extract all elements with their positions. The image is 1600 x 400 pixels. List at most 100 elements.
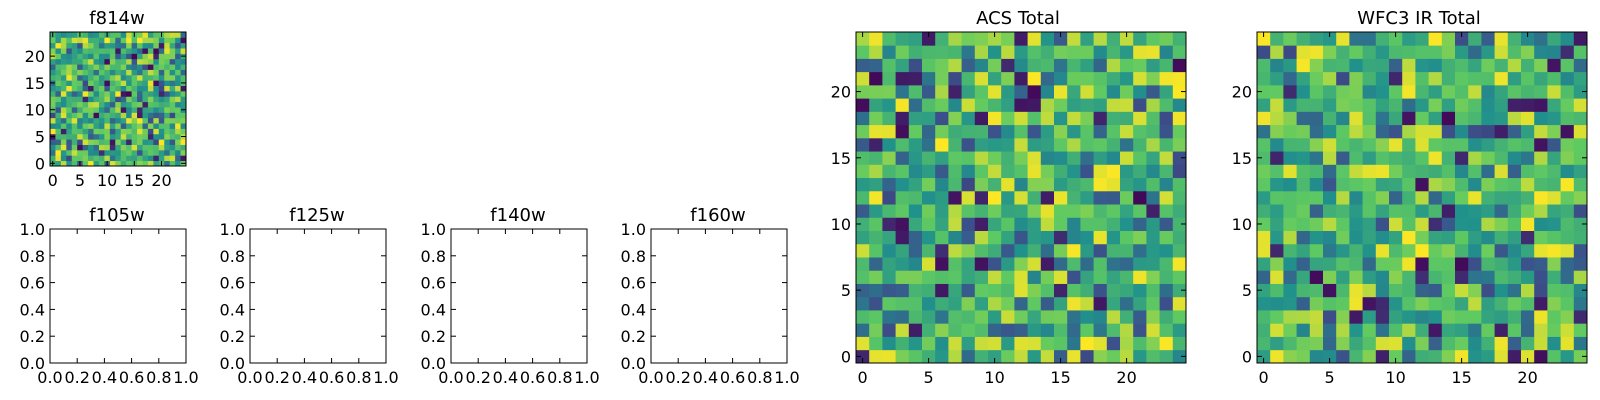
acs-total-cell (1159, 204, 1174, 218)
wfc3-ir-total-x-tick-label: 10 (1385, 368, 1405, 387)
wfc3-ir-total-cell (1336, 243, 1350, 258)
wfc3-ir-total-cell (1573, 32, 1588, 46)
wfc3-ir-total-cell (1534, 270, 1548, 284)
f125w-y-tick-label: 0.6 (220, 274, 245, 293)
f814w-cell (66, 144, 73, 151)
acs-total-cell (856, 257, 870, 271)
wfc3-ir-total-cell (1521, 204, 1535, 218)
acs-total-cell (922, 230, 936, 245)
wfc3-ir-total-cell (1428, 137, 1443, 152)
wfc3-ir-total-cell (1428, 58, 1443, 73)
wfc3-ir-total-cell (1547, 137, 1561, 152)
f814w-cell (169, 32, 176, 38)
f814w-cell (77, 90, 84, 97)
acs-total-cell (961, 243, 976, 258)
wfc3-ir-total-cell (1481, 349, 1495, 364)
f814w-cell (158, 133, 165, 140)
acs-total-cell (948, 204, 962, 218)
f814w-cell (50, 117, 56, 124)
wfc3-ir-total-cell (1402, 310, 1416, 324)
wfc3-ir-total-cell (1455, 349, 1469, 364)
acs-total-cell (1133, 204, 1147, 218)
f814w-cell (55, 117, 62, 124)
acs-total-cell (1014, 296, 1028, 311)
f814w-cell (71, 155, 78, 162)
f814w-cell (158, 80, 165, 86)
acs-total-cell (1054, 164, 1068, 179)
acs-total-cell (856, 164, 870, 179)
f814w-cell (126, 48, 132, 54)
f814w-cell (158, 112, 165, 119)
acs-total-cell (869, 84, 883, 99)
acs-total-cell (895, 71, 910, 86)
wfc3-ir-total-cell (1389, 257, 1403, 271)
acs-total-cell (1014, 190, 1028, 205)
acs-total-cell (1133, 71, 1147, 86)
acs-total-cell (1027, 217, 1042, 231)
acs-total-cell (1054, 45, 1068, 59)
f814w-cell (82, 144, 89, 151)
acs-total-cell (948, 296, 962, 311)
f814w-cell (104, 80, 111, 86)
acs-total-cell (1001, 190, 1015, 205)
acs-total-cell (1120, 32, 1134, 46)
f814w-y-tick-label: 10 (25, 101, 45, 120)
f814w-cell (147, 112, 154, 119)
acs-total-cell (1040, 270, 1055, 284)
wfc3-ir-total-cell (1283, 137, 1297, 152)
wfc3-ir-total-cell (1468, 204, 1482, 218)
wfc3-ir-total-y-tick-label: 10 (1232, 215, 1252, 234)
acs-total-cell (1133, 177, 1147, 192)
acs-total-cell (1159, 217, 1174, 231)
wfc3-ir-total-cell (1534, 310, 1548, 324)
f814w-cell (104, 139, 111, 145)
acs-total-cell (869, 98, 883, 112)
acs-total-cell (961, 45, 976, 59)
f814w-cell (164, 85, 171, 92)
f814w-cell (77, 128, 84, 135)
acs-total-cell (1067, 177, 1081, 192)
f814w-cell (98, 101, 105, 108)
acs-total-cell (908, 336, 923, 351)
wfc3-ir-total-cell (1547, 230, 1561, 245)
wfc3-ir-total-cell (1296, 45, 1311, 59)
acs-total-title: ACS Total (976, 8, 1060, 29)
wfc3-ir-total-cell (1336, 58, 1350, 73)
acs-total-cell (1001, 270, 1015, 284)
wfc3-ir-total-cell (1468, 32, 1482, 46)
wfc3-ir-total-cell (1468, 310, 1482, 324)
wfc3-ir-total-cell (1323, 257, 1337, 271)
f814w-cell (66, 32, 73, 38)
wfc3-ir-total-cell (1257, 58, 1271, 73)
acs-total-cell (1014, 84, 1028, 99)
acs-total-cell (1133, 137, 1147, 152)
acs-total-cell (1146, 310, 1160, 324)
f814w-cell (120, 101, 127, 108)
wfc3-ir-total-cell (1283, 151, 1297, 165)
wfc3-ir-total-cell (1270, 204, 1284, 218)
acs-total-cell (882, 111, 896, 126)
acs-total-cell (1014, 204, 1028, 218)
f814w-cell (82, 80, 89, 86)
wfc3-ir-total-cell (1362, 336, 1377, 351)
wfc3-ir-total-cell (1270, 283, 1284, 298)
acs-total-cell (1040, 58, 1055, 73)
f814w-cell (120, 123, 127, 129)
acs-total-cell (922, 84, 936, 99)
f814w-cell (180, 90, 187, 97)
acs-total-cell (1080, 336, 1094, 351)
acs-total-cell (1159, 58, 1174, 73)
wfc3-ir-total-cell (1389, 283, 1403, 298)
acs-total-cell (935, 217, 949, 231)
wfc3-ir-total-cell (1415, 32, 1429, 46)
acs-total-cell (882, 32, 896, 46)
acs-total-cell (1106, 204, 1121, 218)
f814w-cell (147, 48, 154, 54)
wfc3-ir-total-cell (1415, 177, 1429, 192)
f814w-cell (169, 112, 176, 119)
acs-total-cell (1001, 177, 1015, 192)
acs-total-cell (869, 230, 883, 245)
acs-total-cell (1040, 32, 1055, 46)
acs-total-cell (1106, 45, 1121, 59)
acs-total-cell (882, 151, 896, 165)
